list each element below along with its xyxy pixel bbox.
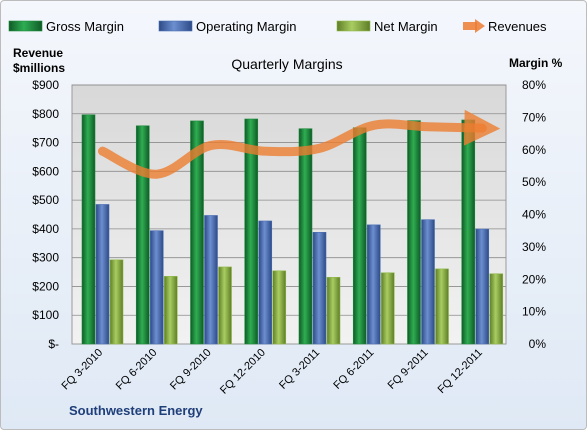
legend-swatch-gross-margin <box>8 20 43 32</box>
revenue-point <box>428 126 429 127</box>
bar-operating-margin <box>312 232 327 345</box>
x-tick-label: FQ 12-2010 <box>218 347 268 397</box>
bar-operating-margin <box>149 230 164 345</box>
right-tick-label: 50% <box>522 175 546 189</box>
bar-operating-margin <box>95 204 110 345</box>
bar-gross-margin <box>461 119 476 345</box>
revenue-point <box>211 145 212 146</box>
revenue-point <box>156 174 157 175</box>
legend-arrow-revenues <box>475 19 485 33</box>
x-axis: FQ 3-2010 FQ 6-2010 FQ 9-2010 FQ 12-2010 FQ … <box>60 347 485 397</box>
bar-operating-margin <box>258 220 273 345</box>
chart-title: Quarterly Margins <box>231 56 342 72</box>
right-tick-label: 20% <box>522 272 546 286</box>
bar-net-margin <box>489 273 504 345</box>
right-axis-title: Margin % <box>509 56 563 70</box>
left-axis-title-line2: $millions <box>13 61 65 75</box>
bar-net-margin <box>380 272 395 345</box>
left-tick-label: $100 <box>32 308 59 322</box>
bar-gross-margin <box>352 127 367 345</box>
revenue-point <box>373 125 374 126</box>
bar-operating-margin <box>475 228 490 345</box>
bar-net-margin <box>163 276 178 345</box>
right-tick-label: 10% <box>522 305 546 319</box>
revenue-line-path <box>98 109 501 179</box>
bar-operating-margin <box>366 224 381 345</box>
revenue-point <box>319 148 320 149</box>
legend-swatch-net-margin <box>336 20 371 32</box>
bar-gross-margin <box>298 128 313 345</box>
legend-label: Operating Margin <box>196 19 296 34</box>
bars <box>81 114 504 345</box>
right-tick-label: 80% <box>522 78 546 92</box>
revenue-point <box>102 151 103 152</box>
bar-net-margin <box>435 268 449 345</box>
bar-net-margin <box>272 270 287 345</box>
legend-label: Net Margin <box>374 19 438 34</box>
bar-net-margin <box>218 266 232 345</box>
left-tick-label: $400 <box>32 222 59 236</box>
left-tick-label: $300 <box>32 251 59 265</box>
revenue-point <box>265 151 266 152</box>
bar-gross-margin <box>244 118 259 345</box>
bar-gross-margin <box>135 125 150 345</box>
legend-swatch-operating-margin <box>158 20 193 32</box>
revenue-point <box>482 128 483 129</box>
x-tick-label: FQ 9-2010 <box>168 347 214 393</box>
revenue-line <box>98 109 501 179</box>
x-tick-label: FQ 3-2010 <box>60 347 106 393</box>
right-tick-label: 60% <box>522 143 546 157</box>
left-tick-label: $600 <box>32 164 59 178</box>
x-tick-label: FQ 6-2011 <box>331 347 376 392</box>
left-tick-label: $700 <box>32 136 59 150</box>
bar-net-margin <box>326 277 341 345</box>
left-tick-label: $900 <box>32 78 59 92</box>
bar-operating-margin <box>421 219 435 345</box>
legend-label: Revenues <box>488 19 547 34</box>
left-tick-label: $- <box>48 337 59 351</box>
bar-net-margin <box>109 259 124 345</box>
right-tick-label: 30% <box>522 240 546 254</box>
x-tick-label: FQ 3-2011 <box>277 347 322 392</box>
left-tick-label: $200 <box>32 279 59 293</box>
bar-gross-margin <box>190 120 204 345</box>
bar-operating-margin <box>204 215 218 345</box>
legend-label: Gross Margin <box>46 19 124 34</box>
left-tick-label: $500 <box>32 193 59 207</box>
x-tick-label: FQ 6-2010 <box>114 347 160 393</box>
left-axis: $- $100 $200 $300 $400 $500 $600 $700 $800 $900 <box>32 78 59 351</box>
footer-company: Southwestern Energy <box>69 403 203 418</box>
left-tick-label: $800 <box>32 107 59 121</box>
left-axis-title-line1: Revenue <box>13 46 63 60</box>
right-tick-label: 0% <box>529 337 547 351</box>
bar-gross-margin <box>81 114 96 345</box>
right-axis: 0% 10% 20% 30% 40% 50% 60% 70% 80% <box>522 78 546 351</box>
x-tick-label: FQ 9-2011 <box>386 347 431 392</box>
right-tick-label: 40% <box>522 208 546 222</box>
right-tick-label: 70% <box>522 110 546 124</box>
legend: Gross Margin Operating Margin Net Margin Re… <box>8 19 547 34</box>
bar-gross-margin <box>407 120 421 345</box>
x-tick-label: FQ 12-2011 <box>436 347 485 396</box>
